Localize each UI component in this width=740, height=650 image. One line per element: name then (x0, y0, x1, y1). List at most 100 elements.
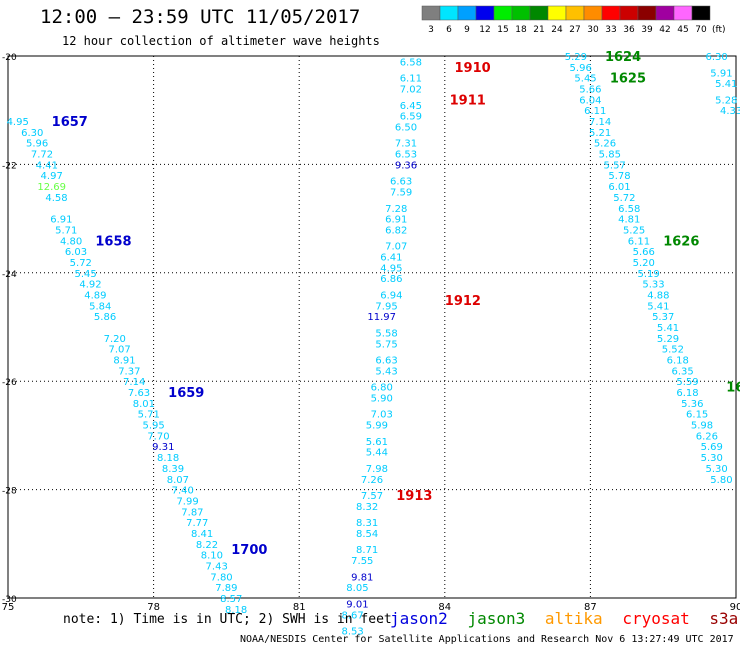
swh-value-label: 5.30 (701, 453, 723, 464)
swh-value-label: 4.95 (7, 117, 29, 128)
swh-value-label: 5.84 (89, 301, 111, 312)
swh-value-label: 6.01 (608, 182, 630, 193)
chart-title: 12:00 – 23:59 UTC 11/05/2017 (40, 6, 361, 28)
swh-value-label: 6.91 (385, 215, 407, 226)
colorbar-label: 18 (515, 25, 527, 35)
footnote: note: 1) Time is in UTC; 2) SWH is in fe… (63, 612, 392, 627)
swh-value-label: 4.81 (618, 215, 640, 226)
swh-value-label: 6.41 (380, 253, 402, 264)
swh-value-label: 7.07 (108, 345, 130, 356)
colorbar: 3 6 9 12 15 18 21 24 27 30 33 36 39 42 45 70 (ft) (421, 5, 726, 35)
swh-value-label: 8.05 (346, 583, 368, 594)
colorbar-label: 33 (605, 25, 616, 35)
swh-value-label: 5.30 (705, 464, 727, 475)
swh-value-label: 5.52 (662, 345, 684, 356)
swh-value-label: 5.58 (375, 328, 397, 339)
swh-value-label: 8.31 (356, 518, 378, 529)
track-time-label: 1659 (168, 386, 204, 401)
swh-value-label: 4.58 (45, 193, 67, 204)
y-tick-label: -24 (2, 270, 17, 280)
swh-value-label: 8.71 (356, 545, 378, 556)
swh-value-label: 5.96 (26, 139, 48, 150)
colorbar-swatch (655, 5, 675, 21)
swh-value-label: 5.41 (647, 301, 669, 312)
swh-value-label: 6.03 (65, 247, 87, 258)
swh-value-label: 5.43 (375, 366, 397, 377)
swh-value-label: 5.98 (691, 421, 713, 432)
swh-value-label: 5.99 (366, 421, 388, 432)
swh-value-label: 4.92 (79, 280, 101, 291)
swh-value-label: 8.39 (162, 464, 184, 475)
swh-value-label: 11.97 (367, 312, 396, 323)
swh-value-label: 6.63 (390, 177, 412, 188)
swh-value-label: 5.69 (701, 442, 723, 453)
swh-value-label: 7.59 (390, 188, 412, 199)
track-time-label: 1627 (726, 381, 740, 396)
swh-value-label: 5.45 (75, 269, 97, 280)
swh-value-label: 8.67 (341, 610, 363, 621)
swh-value-label: 4.80 (60, 236, 82, 247)
y-tick-label: -22 (2, 161, 17, 171)
track-time-label: 1657 (52, 115, 88, 130)
swh-value-label: 5.86 (94, 312, 116, 323)
colorbar-label: 3 (428, 25, 434, 35)
swh-value-label: 8.10 (201, 551, 223, 562)
colorbar-swatch (475, 5, 495, 21)
track-time-label: 1912 (445, 294, 481, 309)
swh-value-label: 7.98 (366, 464, 388, 475)
swh-value-label: 7.02 (400, 85, 422, 96)
track-time-label: 1626 (663, 234, 699, 249)
swh-value-label: 5.33 (642, 280, 664, 291)
colorbar-swatch (529, 5, 549, 21)
colorbar-label: 6 (446, 25, 452, 35)
swh-value-label: 6.11 (400, 74, 422, 85)
swh-value-label: 8.91 (113, 356, 135, 367)
swh-value-label: 6.86 (380, 274, 402, 285)
swh-value-label: 5.85 (599, 150, 621, 161)
swh-value-label: 8.41 (191, 529, 213, 540)
y-tick-label: -20 (2, 53, 17, 63)
track-time-label: 1910 (455, 61, 491, 76)
swh-value-label: 6.58 (618, 204, 640, 215)
swh-value-label: 8.18 (157, 453, 179, 464)
swh-value-label: 6.30 (21, 128, 43, 139)
swh-value-label: 5.80 (710, 475, 732, 486)
swh-value-label: 9.31 (152, 442, 174, 453)
swh-value-label: 5.44 (366, 448, 388, 459)
swh-value-label: 9.36 (395, 160, 417, 171)
swh-value-label: 5.45 (574, 74, 596, 85)
sat-altika: altika (544, 609, 603, 628)
swh-value-label: 7.26 (361, 475, 383, 486)
swh-value-label: 6.58 (400, 57, 422, 68)
data-points: 4.956.305.967.724.414.9712.694.586.915.7… (7, 52, 740, 638)
swh-value-label: 7.80 (210, 572, 232, 583)
swh-value-label: 5.19 (638, 269, 660, 280)
swh-value-label: 8.01 (133, 399, 155, 410)
swh-value-label: 5.95 (142, 421, 164, 432)
swh-value-label: 6.15 (686, 410, 708, 421)
colorbar-label: 24 (551, 25, 563, 35)
colorbar-label: 15 (497, 25, 508, 35)
swh-value-label: 5.28 (715, 95, 737, 106)
track-time-label: 1658 (95, 234, 131, 249)
swh-value-label: 7.87 (181, 507, 203, 518)
colorbar-swatch (673, 5, 693, 21)
swh-value-label: 7.72 (31, 150, 53, 161)
colorbar-label: 42 (659, 25, 670, 35)
swh-value-label: 4.33 (720, 106, 740, 117)
x-tick-label: 87 (584, 602, 597, 613)
x-tick-label: 81 (293, 602, 306, 613)
swh-value-label: 5.91 (710, 68, 732, 79)
swh-value-label: 7.95 (375, 301, 397, 312)
track-time-label: 1913 (396, 489, 432, 504)
track-time-label: 1911 (450, 93, 486, 108)
swh-value-label: 12.69 (37, 182, 66, 193)
colorbar-label: 12 (479, 25, 490, 35)
colorbar-unit: (ft) (712, 25, 726, 35)
plot-frame (7, 55, 737, 599)
colorbar-label: 9 (464, 25, 470, 35)
swh-value-label: 6.04 (579, 95, 601, 106)
swh-value-label: 6.94 (380, 290, 402, 301)
swh-value-label: 7.55 (351, 556, 373, 567)
